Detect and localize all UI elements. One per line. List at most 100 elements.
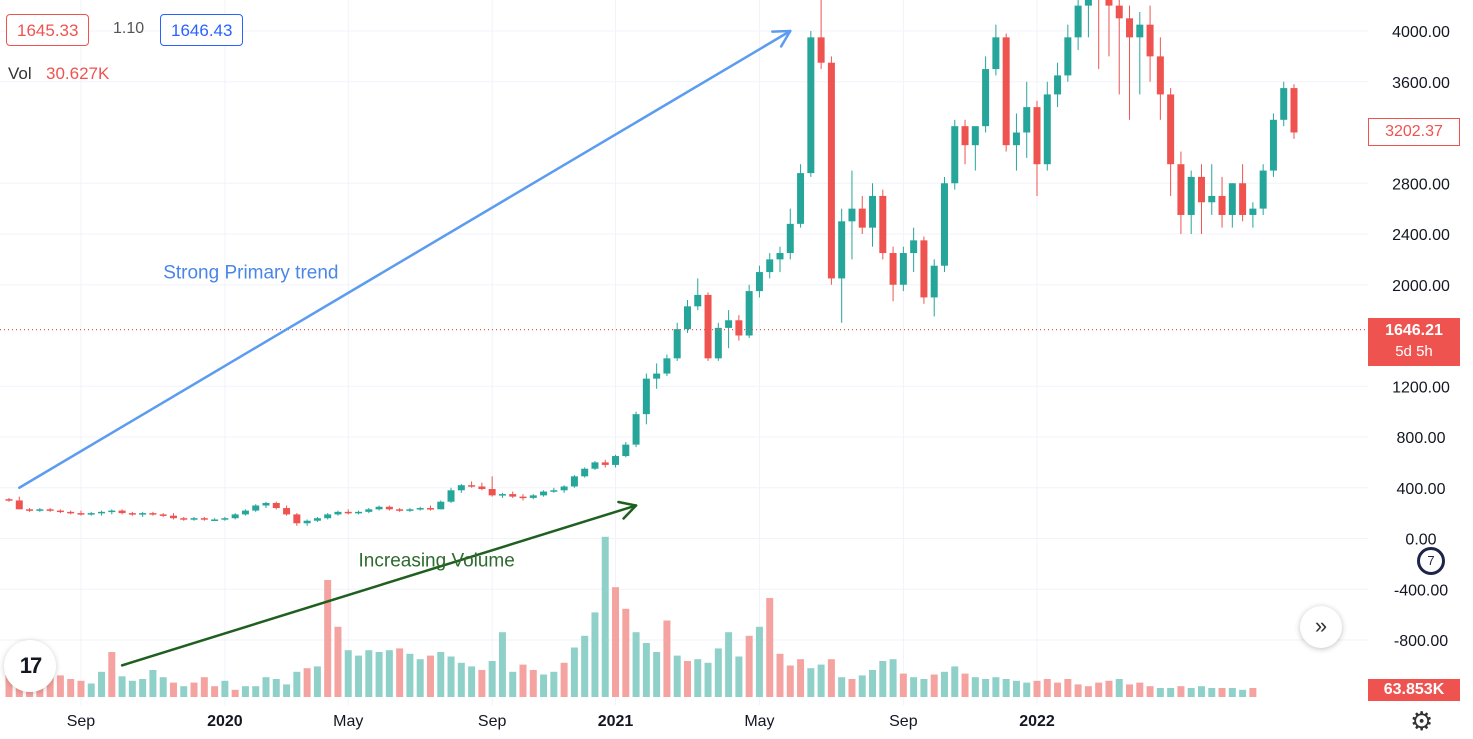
volume-bar xyxy=(56,675,64,697)
scroll-to-realtime-button[interactable]: » xyxy=(1300,606,1342,648)
volume-bar xyxy=(1228,688,1236,697)
volume-bar xyxy=(1105,680,1113,697)
candle-body xyxy=(1290,88,1298,133)
volume-bar xyxy=(334,626,342,697)
candle-body xyxy=(971,126,979,146)
volume-bar xyxy=(673,655,681,697)
y-tick-label: 4000.00 xyxy=(1392,24,1450,41)
volume-bar xyxy=(550,671,558,697)
candle-body xyxy=(961,126,969,146)
primary-trend-arrow xyxy=(18,29,792,489)
volume-bar xyxy=(1095,682,1103,697)
candle-body xyxy=(118,510,126,514)
volume-bar xyxy=(375,652,383,697)
candle-body xyxy=(241,510,249,515)
candle-body xyxy=(1105,0,1113,6)
volume-bar xyxy=(601,536,609,697)
candle-body xyxy=(1218,195,1226,215)
candle-body xyxy=(77,513,85,515)
volume-bar xyxy=(385,650,393,697)
candle-body xyxy=(211,519,219,521)
candle-body xyxy=(694,294,702,307)
candle-body xyxy=(653,373,661,379)
candle-body xyxy=(951,126,959,184)
volume-bar xyxy=(817,664,825,697)
volume-bar xyxy=(529,670,537,697)
candle-body xyxy=(570,476,578,487)
candle-body xyxy=(498,494,506,496)
candle-body xyxy=(252,505,260,511)
volume-bar xyxy=(509,671,517,697)
bar-countdown: 5d 5h xyxy=(1395,343,1433,360)
x-tick-label: Sep xyxy=(889,713,918,730)
candle-body xyxy=(385,506,393,510)
volume-bar xyxy=(642,643,650,697)
y-tick-label: 2400.00 xyxy=(1392,227,1450,244)
volume-bar xyxy=(293,671,301,697)
candle-body xyxy=(98,511,106,514)
candle-body xyxy=(478,486,486,490)
candle-body xyxy=(344,511,352,514)
volume-bar xyxy=(272,679,280,697)
candle-body xyxy=(797,173,805,224)
candle-body xyxy=(200,518,208,520)
time-axis[interactable]: Sep 2020 May Sep 2021 May Sep 2022 xyxy=(67,713,1055,730)
volume-bar xyxy=(231,689,239,697)
candle-body xyxy=(519,496,527,499)
candle-body xyxy=(1177,164,1185,215)
candle-body xyxy=(540,491,548,496)
volume-bar xyxy=(313,666,321,697)
candle-body xyxy=(899,253,907,285)
candle-body xyxy=(1043,94,1051,165)
volume-bar xyxy=(858,675,866,697)
candle-body xyxy=(1136,24,1144,38)
volume-bar xyxy=(982,679,990,697)
volume-bar xyxy=(457,662,465,697)
volume-bar xyxy=(519,664,527,697)
volume-bar xyxy=(406,653,414,697)
candle-body xyxy=(869,195,877,228)
alert-count-badge[interactable]: 7 xyxy=(1417,547,1445,575)
candle-body xyxy=(632,414,640,445)
volume-bar xyxy=(725,632,733,697)
candle-body xyxy=(889,253,897,285)
volume-bar xyxy=(447,656,455,697)
x-tick-label: May xyxy=(744,713,774,730)
volume-bar xyxy=(1074,684,1082,697)
candle-body xyxy=(67,511,75,514)
volume-bar xyxy=(683,661,691,697)
current-price-tag: 1646.21 5d 5h xyxy=(1368,318,1460,366)
volume-bar xyxy=(920,679,928,697)
volume-bar xyxy=(591,612,599,697)
volume-bar xyxy=(910,677,918,697)
volume-bar xyxy=(1043,679,1051,697)
volume-bar xyxy=(694,659,702,697)
candle-body xyxy=(827,62,835,279)
volume-bar xyxy=(128,680,136,697)
tradingview-logo[interactable]: 17 xyxy=(4,640,56,692)
volume-bar xyxy=(344,650,352,697)
candle-body xyxy=(920,240,928,298)
candle-body xyxy=(683,306,691,330)
price-change-value: 1.10 xyxy=(113,20,145,37)
settings-gear-icon[interactable]: ⚙ xyxy=(1410,706,1434,736)
candle-body xyxy=(447,490,455,502)
volume-bar xyxy=(632,632,640,697)
volume-bar xyxy=(1002,679,1010,697)
volume-bar xyxy=(971,677,979,697)
candle-body xyxy=(612,456,620,465)
volume-bar xyxy=(283,684,291,697)
candle-body xyxy=(755,272,763,292)
volume-bar xyxy=(1115,679,1123,697)
volume-bar xyxy=(498,632,506,697)
candle-body xyxy=(858,208,866,228)
volume-bar xyxy=(108,652,116,697)
volume-bar xyxy=(426,655,434,697)
price-axis[interactable]: 4000.00 3600.00 2800.00 2400.00 2000.00 1200.… xyxy=(1392,24,1450,650)
volume-bar xyxy=(889,659,897,697)
candle-body xyxy=(1269,119,1277,171)
volume-bar xyxy=(437,652,445,697)
candle-body xyxy=(714,327,722,359)
volume-bar xyxy=(87,683,95,697)
